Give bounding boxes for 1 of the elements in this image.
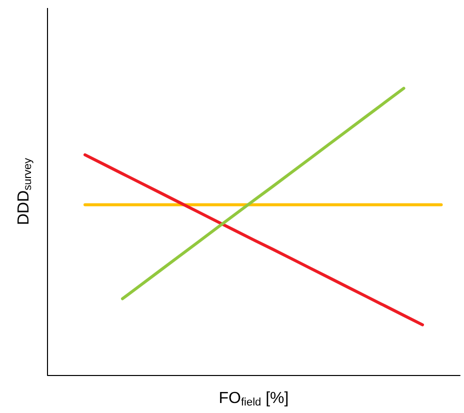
y-axis-title: DDDsurvey bbox=[16, 157, 34, 226]
